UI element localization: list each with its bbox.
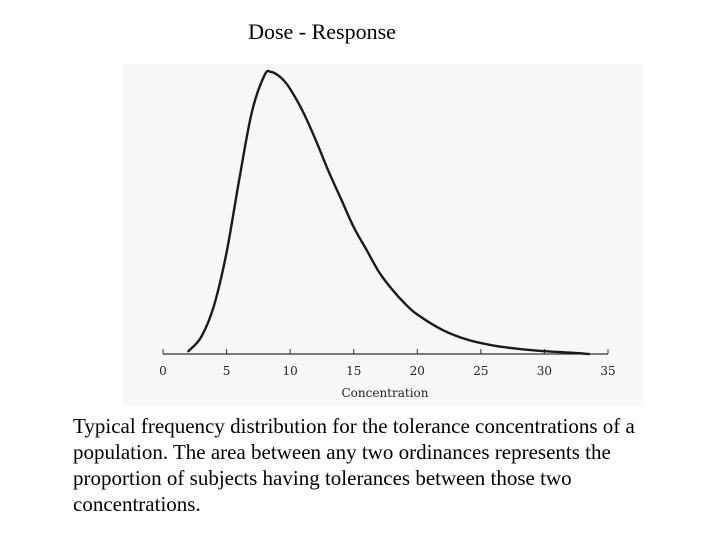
slide-title: Dose - Response (248, 19, 396, 44)
x-tick-label: 30 (537, 364, 552, 378)
x-tick-label: 10 (283, 364, 298, 378)
distribution-chart: 0 5 10 15 20 25 30 35 Concentration (159, 69, 616, 400)
x-axis-title: Concentration (341, 386, 428, 400)
x-tick-label: 0 (159, 364, 167, 378)
x-tick-label: 25 (473, 364, 488, 378)
figure-caption: Typical frequency distribution for the t… (73, 414, 635, 516)
x-tick-label: 15 (346, 364, 361, 378)
dose-response-figure: 0 5 10 15 20 25 30 35 Concentration (123, 64, 643, 406)
tolerance-distribution-curve (187, 69, 591, 356)
x-tick-label: 35 (600, 364, 615, 378)
x-tick-label: 20 (410, 364, 425, 378)
x-tick-label: 5 (223, 364, 231, 378)
